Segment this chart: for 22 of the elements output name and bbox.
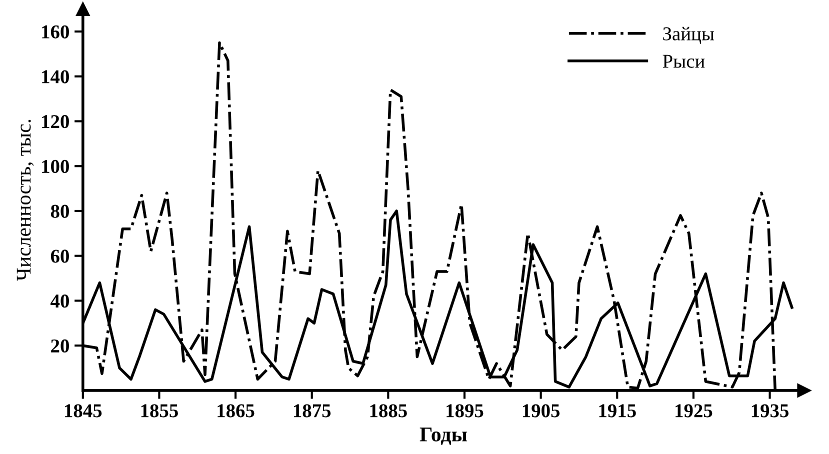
x-tick-label: 1895 [446, 404, 484, 418]
x-tick-label: 1865 [218, 404, 254, 418]
x-axis-title: Годы [420, 428, 467, 445]
x-tick-label: 1845 [65, 404, 102, 418]
y-tick-label: 140 [42, 70, 69, 84]
x-tick-label: 1925 [676, 404, 712, 418]
legend-label: Рыси [662, 54, 705, 68]
y-tick-label: 20 [51, 339, 69, 353]
legend-label: Зайцы [663, 26, 714, 44]
y-tick-label: 80 [50, 204, 69, 218]
y-tick-label: 120 [42, 115, 69, 128]
y-tick-label: 60 [50, 250, 69, 263]
x-tick-label: 1905 [522, 404, 560, 418]
x-tick-label: 1855 [141, 404, 178, 418]
x-tick-label: 1915 [599, 404, 636, 418]
x-tick-label: 1935 [752, 404, 789, 418]
x-tick-label: 1875 [294, 404, 331, 418]
y-tick-label: 160 [42, 25, 69, 38]
y-tick-label: 40 [50, 294, 69, 308]
y-axis-title: Численность, тыс. [16, 120, 34, 281]
x-tick-label: 1885 [370, 404, 407, 418]
y-tick-label: 100 [42, 160, 69, 174]
